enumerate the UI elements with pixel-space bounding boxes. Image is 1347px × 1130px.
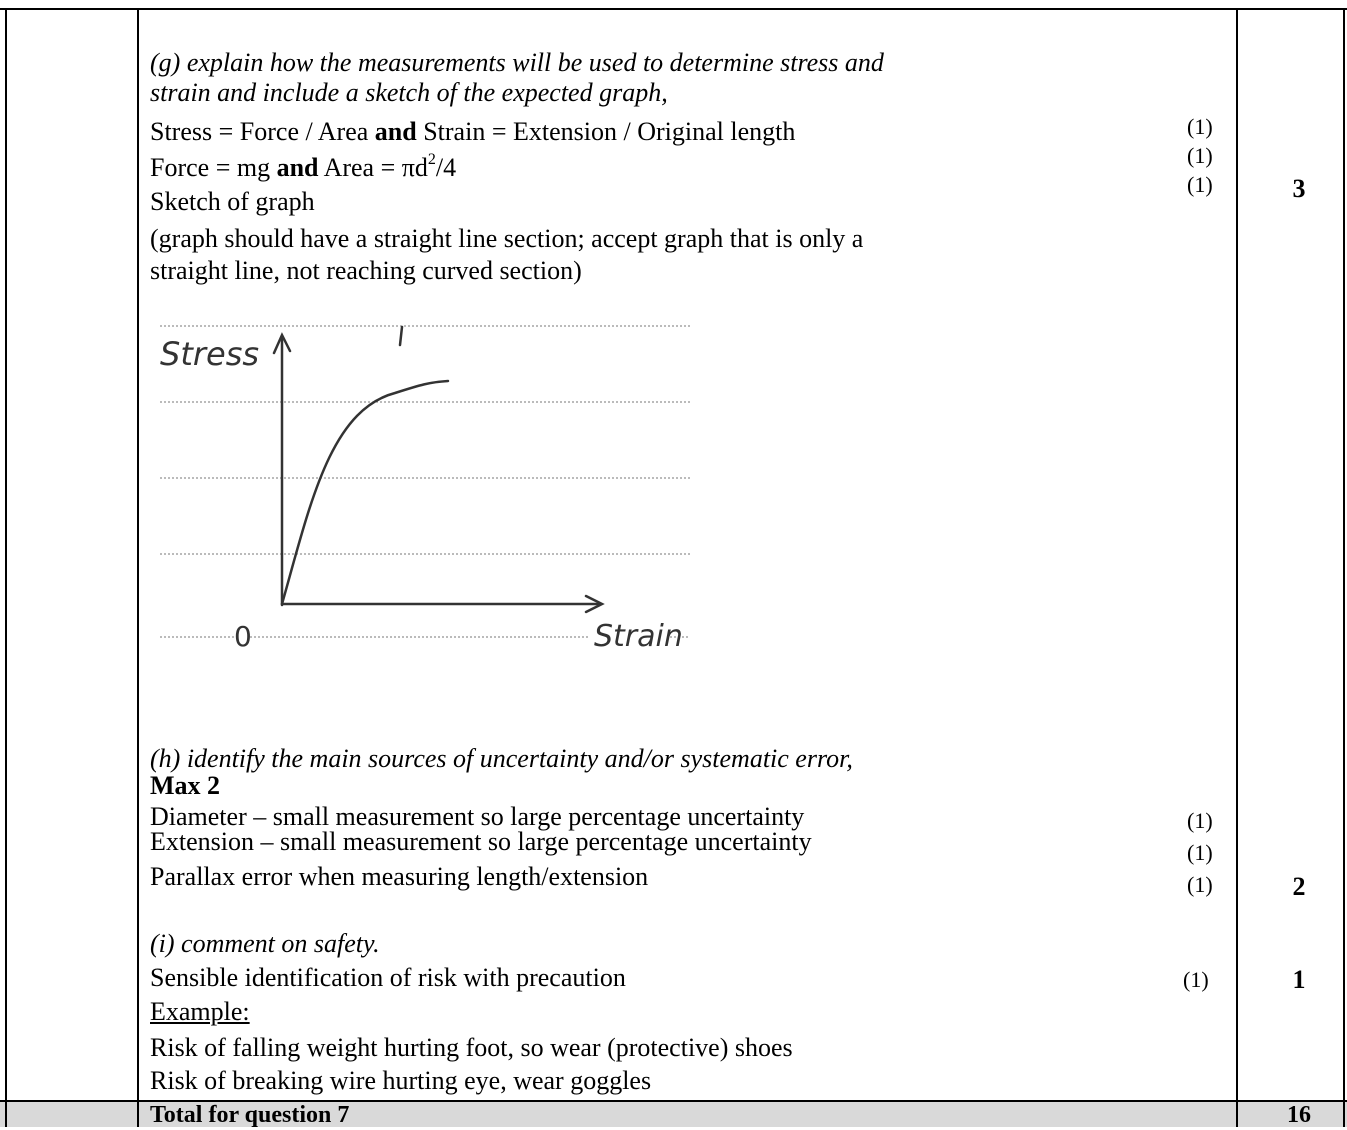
total-marks-g: 3 bbox=[1292, 174, 1306, 203]
uncertainty-point-1: Diameter – small measurement so large pe… bbox=[150, 802, 805, 831]
sketch-of-graph-line: Sketch of graph bbox=[150, 187, 315, 216]
force-area-formula: Force = mg and Area = πd2/4 bbox=[150, 151, 457, 183]
stress-strain-formula: Stress = Force / Area and Strain = Exten… bbox=[150, 117, 795, 147]
total-marks-h: 2 bbox=[1292, 872, 1306, 901]
mark-g-3: (1) bbox=[1187, 172, 1213, 197]
total-marks-i: 1 bbox=[1292, 965, 1306, 994]
origin-label: 0 bbox=[234, 620, 252, 653]
question-i-prompt: (i) comment on safety. bbox=[150, 929, 380, 958]
graph-note-line1: (graph should have a straight line secti… bbox=[150, 224, 864, 253]
total-row-background bbox=[0, 1101, 1347, 1127]
strain-formula-text: Strain = Extension / Original length bbox=[416, 117, 796, 146]
total-label: Total for question 7 bbox=[150, 1102, 350, 1128]
question-g-prompt-line2: strain and include a sketch of the expec… bbox=[150, 78, 668, 107]
max-2-label: Max 2 bbox=[150, 771, 221, 800]
mark-h-1: (1) bbox=[1187, 808, 1213, 833]
mark-g-1: (1) bbox=[1187, 114, 1213, 139]
area-formula-text: Area = πd bbox=[318, 153, 428, 182]
example-label: Example: bbox=[150, 997, 250, 1026]
mark-i-1: (1) bbox=[1183, 967, 1209, 992]
marks-column-border bbox=[1236, 9, 1238, 1127]
stray-pen-mark bbox=[398, 325, 404, 347]
x-axis-arrow bbox=[584, 594, 605, 614]
force-formula-text: Force = mg bbox=[150, 153, 277, 182]
stress-strain-sketch: Stress Strain 0 bbox=[160, 325, 690, 654]
safety-criterion: Sensible identification of risk with pre… bbox=[150, 963, 626, 992]
safety-example-1: Risk of falling weight hurting foot, so … bbox=[150, 1033, 793, 1062]
table-left-border bbox=[5, 9, 7, 1127]
and-keyword: and bbox=[374, 117, 417, 146]
question-g-prompt-line1: (g) explain how the measurements will be… bbox=[150, 48, 884, 77]
mark-h-3: (1) bbox=[1187, 872, 1213, 897]
uncertainty-point-2: Extension – small measurement so large p… bbox=[150, 827, 812, 856]
table-right-border bbox=[1343, 9, 1345, 1127]
stress-strain-curve bbox=[280, 379, 450, 606]
area-exponent: 2 bbox=[427, 151, 436, 169]
total-row-top-border bbox=[0, 1100, 1347, 1102]
total-value: 16 bbox=[1287, 1102, 1311, 1128]
stress-formula-text: Stress = Force / Area bbox=[150, 117, 375, 146]
question-h-prompt: (h) identify the main sources of uncerta… bbox=[150, 744, 853, 773]
strain-axis-label: Strain bbox=[594, 619, 683, 654]
graph-note-line2: straight line, not reaching curved secti… bbox=[150, 256, 582, 285]
y-axis-arrow bbox=[272, 332, 292, 355]
safety-example-2: Risk of breaking wire hurting eye, wear … bbox=[150, 1066, 652, 1095]
ruled-lines bbox=[160, 325, 690, 638]
uncertainty-point-3: Parallax error when measuring length/ext… bbox=[150, 862, 649, 891]
and-keyword: and bbox=[276, 153, 319, 182]
sketch-axes bbox=[272, 325, 605, 614]
mark-h-2: (1) bbox=[1187, 840, 1213, 865]
question-column-border bbox=[137, 9, 139, 1127]
table-top-border bbox=[0, 8, 1347, 10]
stress-axis-label: Stress bbox=[160, 335, 259, 373]
mark-g-2: (1) bbox=[1187, 143, 1213, 168]
area-formula-end: /4 bbox=[435, 153, 457, 182]
